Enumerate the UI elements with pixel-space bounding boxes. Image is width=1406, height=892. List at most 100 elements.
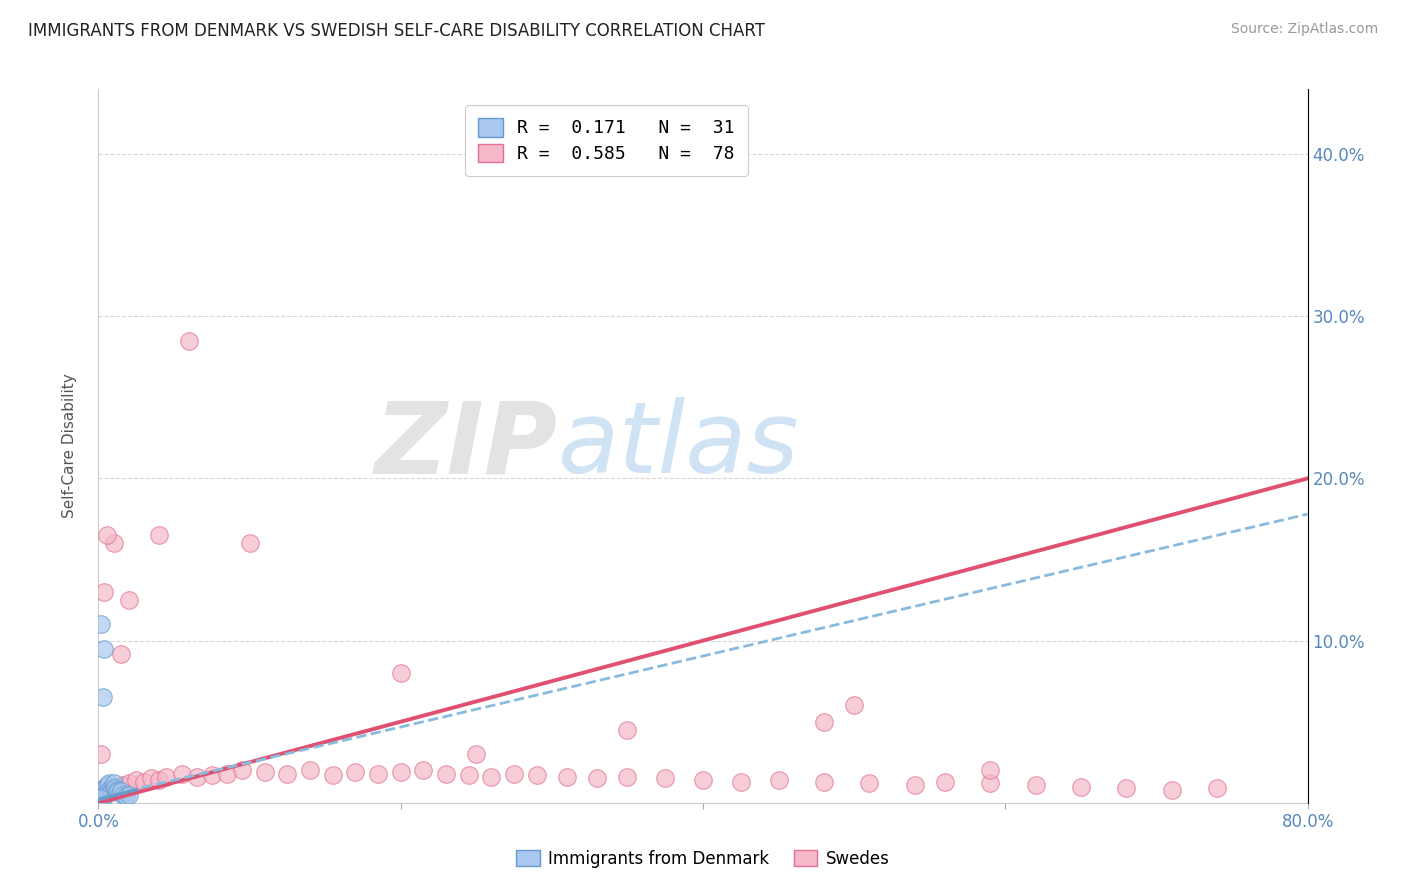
Point xyxy=(1070,780,1092,794)
Point xyxy=(93,585,115,599)
Point xyxy=(110,647,132,661)
Point xyxy=(103,784,125,798)
Point xyxy=(98,776,121,790)
Point xyxy=(616,770,638,784)
Point xyxy=(98,782,121,797)
Point xyxy=(90,784,112,798)
Legend: Immigrants from Denmark, Swedes: Immigrants from Denmark, Swedes xyxy=(509,844,897,875)
Point xyxy=(344,764,367,779)
Point xyxy=(768,773,790,788)
Point xyxy=(813,714,835,729)
Point xyxy=(107,784,129,798)
Point xyxy=(412,764,434,778)
Point xyxy=(844,698,866,713)
Point xyxy=(322,768,344,782)
Point xyxy=(96,528,118,542)
Point xyxy=(108,786,131,800)
Point xyxy=(148,773,170,788)
Point xyxy=(89,788,111,802)
Point xyxy=(105,781,128,796)
Point xyxy=(118,788,141,802)
Text: ZIP: ZIP xyxy=(375,398,558,494)
Point xyxy=(90,747,112,761)
Text: IMMIGRANTS FROM DENMARK VS SWEDISH SELF-CARE DISABILITY CORRELATION CHART: IMMIGRANTS FROM DENMARK VS SWEDISH SELF-… xyxy=(28,22,765,40)
Point xyxy=(367,766,389,780)
Point xyxy=(93,641,115,656)
Point xyxy=(103,780,125,794)
Point xyxy=(276,766,298,780)
Point xyxy=(118,776,141,790)
Point xyxy=(111,788,134,802)
Point xyxy=(94,780,117,794)
Point xyxy=(91,786,114,800)
Point xyxy=(481,770,503,784)
Point xyxy=(90,786,112,800)
Point xyxy=(94,786,117,800)
Point xyxy=(654,772,676,786)
Point xyxy=(979,776,1001,790)
Point xyxy=(125,773,148,788)
Text: Source: ZipAtlas.com: Source: ZipAtlas.com xyxy=(1230,22,1378,37)
Point xyxy=(979,764,1001,778)
Point xyxy=(299,764,322,778)
Point xyxy=(105,782,128,797)
Point xyxy=(730,774,752,789)
Y-axis label: Self-Care Disability: Self-Care Disability xyxy=(62,374,77,518)
Point xyxy=(89,786,111,800)
Point xyxy=(586,772,609,786)
Point xyxy=(104,781,127,796)
Point xyxy=(858,776,880,790)
Point xyxy=(526,768,548,782)
Point xyxy=(90,782,112,797)
Point xyxy=(98,786,121,800)
Point xyxy=(434,766,457,780)
Point xyxy=(103,776,125,790)
Point xyxy=(93,784,115,798)
Point xyxy=(93,788,115,802)
Point xyxy=(389,666,412,681)
Point xyxy=(201,768,224,782)
Text: atlas: atlas xyxy=(558,398,800,494)
Point xyxy=(1160,782,1182,797)
Point xyxy=(98,780,121,794)
Point xyxy=(114,780,136,794)
Point xyxy=(108,780,131,794)
Point xyxy=(91,791,114,805)
Point xyxy=(141,772,163,786)
Point xyxy=(1115,781,1137,796)
Point xyxy=(93,788,115,802)
Point xyxy=(100,784,122,798)
Point xyxy=(94,781,117,796)
Point xyxy=(503,766,526,780)
Point xyxy=(101,782,124,797)
Point xyxy=(91,784,114,798)
Point xyxy=(96,784,118,798)
Point xyxy=(465,747,488,761)
Point xyxy=(1206,781,1229,796)
Point xyxy=(89,789,111,804)
Point xyxy=(813,774,835,789)
Point xyxy=(155,770,177,784)
Point xyxy=(148,528,170,542)
Point xyxy=(215,766,238,780)
Point xyxy=(110,784,132,798)
Point xyxy=(231,764,253,778)
Point xyxy=(91,690,114,705)
Point xyxy=(555,770,578,784)
Point xyxy=(90,617,112,632)
Point xyxy=(93,781,115,796)
Legend: R =  0.171   N =  31, R =  0.585   N =  78: R = 0.171 N = 31, R = 0.585 N = 78 xyxy=(465,105,748,176)
Point xyxy=(389,764,412,779)
Point xyxy=(91,789,114,804)
Point xyxy=(103,536,125,550)
Point xyxy=(100,781,122,796)
Point xyxy=(934,774,956,789)
Point xyxy=(94,786,117,800)
Point xyxy=(89,791,111,805)
Point xyxy=(101,782,124,797)
Point xyxy=(904,778,927,792)
Point xyxy=(100,781,122,796)
Point xyxy=(179,334,201,348)
Point xyxy=(111,778,134,792)
Point xyxy=(96,784,118,798)
